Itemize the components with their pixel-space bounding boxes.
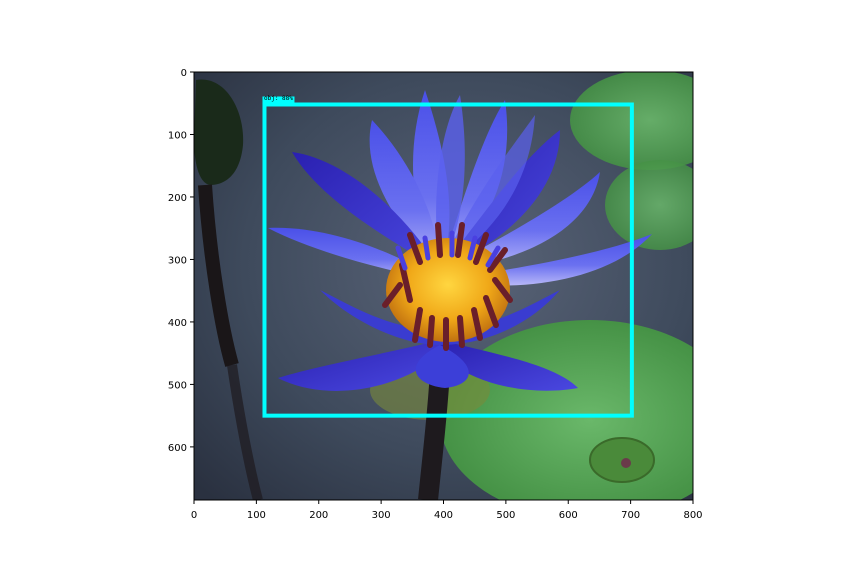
y-axis: 0 100 200 300 400 500 600 bbox=[168, 68, 194, 454]
x-tick-label: 200 bbox=[309, 510, 328, 521]
flower-stem bbox=[418, 369, 450, 500]
left-bud bbox=[194, 79, 263, 500]
x-tick-label: 300 bbox=[372, 510, 391, 521]
detection-label: obj: 88% bbox=[264, 95, 293, 102]
y-tick-label: 0 bbox=[181, 68, 187, 79]
y-tick-label: 500 bbox=[168, 380, 187, 391]
x-tick-label: 100 bbox=[247, 510, 266, 521]
detection-box bbox=[262, 102, 634, 418]
flower-center bbox=[382, 222, 513, 351]
y-tick-label: 300 bbox=[168, 255, 187, 266]
front-petals bbox=[278, 290, 578, 391]
back-petals bbox=[268, 90, 652, 286]
detection: obj: 88% bbox=[262, 95, 634, 418]
x-tick-label: 700 bbox=[621, 510, 640, 521]
y-tick-label: 200 bbox=[168, 193, 187, 204]
y-tick-label: 600 bbox=[168, 443, 187, 454]
detection-label-bg bbox=[262, 96, 295, 105]
x-axis: 0 100 200 300 400 500 600 700 800 bbox=[191, 500, 703, 521]
x-tick-label: 400 bbox=[434, 510, 453, 521]
photo bbox=[194, 72, 693, 500]
y-tick-label: 100 bbox=[168, 130, 187, 141]
x-tick-label: 500 bbox=[496, 510, 515, 521]
y-tick-label: 400 bbox=[168, 318, 187, 329]
x-tick-label: 0 bbox=[191, 510, 197, 521]
x-tick-label: 800 bbox=[683, 510, 702, 521]
x-tick-label: 600 bbox=[559, 510, 578, 521]
